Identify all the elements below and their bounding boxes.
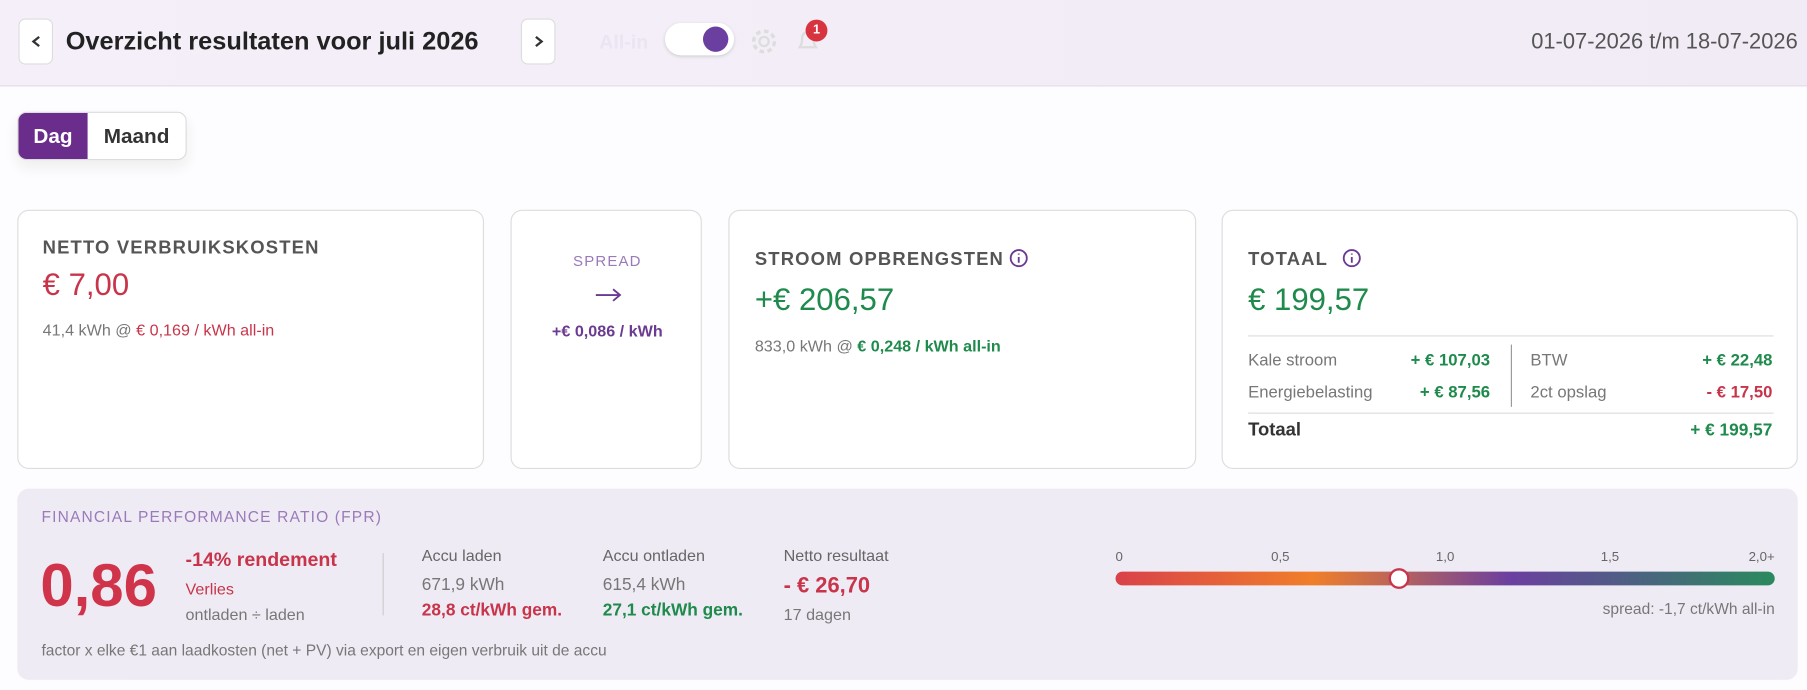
gauge-tick-label: 1,5	[1600, 550, 1620, 565]
divider	[1248, 412, 1774, 414]
fpr-title: FINANCIAL PERFORMANCE RATIO (FPR)	[41, 508, 383, 526]
divider	[1248, 335, 1774, 337]
stroom-card: STROOM OPBRENGSTEN +€ 206,57 833,0 kWh @…	[728, 209, 1197, 470]
row-value: + € 87,56	[1419, 383, 1491, 403]
stat-rate: 27,1 ct/kWh gem.	[602, 600, 743, 621]
arrow-icon	[595, 288, 622, 302]
stat-label: Accu ontladen	[602, 546, 705, 565]
settings-icon[interactable]	[749, 27, 779, 57]
gauge-tick-label: 1,0	[1435, 550, 1455, 565]
card-detail: 833,0 kWh @	[754, 336, 853, 355]
gauge-tick-label: 2,0+	[1748, 550, 1775, 565]
gauge-tick-label: 0,5	[1271, 550, 1290, 565]
card-amount: € 7,00	[42, 267, 130, 302]
totaal-card: TOTAAL € 199,57 Kale stroom + € 107,03 B…	[1221, 209, 1798, 470]
stat-rate: 28,8 ct/kWh gem.	[421, 600, 563, 621]
card-title: TOTAAL	[1248, 250, 1329, 270]
prev-button[interactable]	[18, 18, 54, 65]
spread-note: spread: -1,7 ct/kWh all-in	[1602, 600, 1775, 618]
divider	[382, 553, 384, 616]
card-detail: 41,4 kWh @	[42, 320, 132, 339]
period-tabs: Dag Maand	[17, 111, 187, 161]
all-in-toggle[interactable]	[664, 23, 735, 56]
card-title: STROOM OPBRENGSTEN	[754, 250, 1005, 270]
gauge-tick-label: 0	[1115, 550, 1123, 565]
next-button[interactable]	[520, 18, 556, 65]
card-rate: € 0,169 / kWh all-in	[136, 320, 275, 339]
fpr-value: 0,86	[40, 553, 157, 621]
chevron-right	[535, 35, 544, 47]
gauge-marker	[1388, 568, 1410, 589]
row-value: + € 107,03	[1410, 351, 1491, 370]
row-label: BTW	[1530, 351, 1568, 370]
card-title: NETTO VERBRUIKSKOSTEN	[42, 238, 320, 259]
stat-label: Netto resultaat	[783, 546, 889, 565]
stat-amount: - € 26,70	[783, 573, 871, 599]
divider	[1510, 344, 1512, 407]
total-value: + € 199,57	[1690, 420, 1773, 441]
gauge-bar	[1115, 571, 1775, 586]
card-rate: € 0,248 / kWh all-in	[857, 336, 1001, 355]
stat-label: Accu laden	[421, 546, 502, 565]
fpr-status: Verlies	[185, 579, 234, 599]
notification-badge: 1	[805, 19, 828, 42]
row-value: - € 17,50	[1706, 383, 1773, 403]
card-title: SPREAD	[573, 252, 642, 270]
spread-value: +€ 0,086 / kWh	[551, 321, 663, 340]
stat-amount: 615,4 kWh	[602, 575, 686, 595]
page-title: Overzicht resultaten voor juli 2026	[65, 26, 479, 56]
tab[interactable]: Maand	[103, 124, 170, 148]
info-icon[interactable]	[1341, 248, 1362, 269]
stat-rate: 17 dagen	[783, 605, 851, 624]
info-icon[interactable]	[1008, 248, 1029, 269]
netto-card: NETTO VERBRUIKSKOSTEN € 7,00 41,4 kWh @ …	[17, 209, 485, 470]
toggle-knob	[702, 26, 729, 52]
toggle-label: All-in	[599, 31, 649, 54]
total-label: Totaal	[1248, 420, 1302, 441]
tab[interactable]: Dag	[18, 112, 88, 160]
row-label: Energiebelasting	[1248, 383, 1373, 403]
spread-card: SPREAD +€ 0,086 / kWh	[510, 209, 702, 470]
row-value: + € 22,48	[1702, 351, 1773, 370]
fpr-gauge: 0 0,5 1,0 1,5 2,0+	[1115, 546, 1775, 592]
row-label: 2ct opslag	[1530, 383, 1607, 403]
row-label: Kale stroom	[1248, 351, 1338, 370]
fpr-rendement: -14% rendement	[185, 548, 337, 571]
date-range: 01-07-2026 t/m 18-07-2026	[1531, 29, 1798, 55]
fpr-footnote: factor x elke €1 aan laadkosten (net + P…	[41, 641, 607, 660]
stat-amount: 671,9 kWh	[421, 575, 505, 595]
card-amount: +€ 206,57	[754, 282, 895, 317]
fpr-panel: FINANCIAL PERFORMANCE RATIO (FPR) 0,86 -…	[17, 488, 1798, 680]
card-amount: € 199,57	[1248, 282, 1370, 317]
chevron-left	[31, 35, 40, 47]
header	[0, 0, 1807, 87]
fpr-formula: ontladen ÷ laden	[185, 605, 305, 624]
